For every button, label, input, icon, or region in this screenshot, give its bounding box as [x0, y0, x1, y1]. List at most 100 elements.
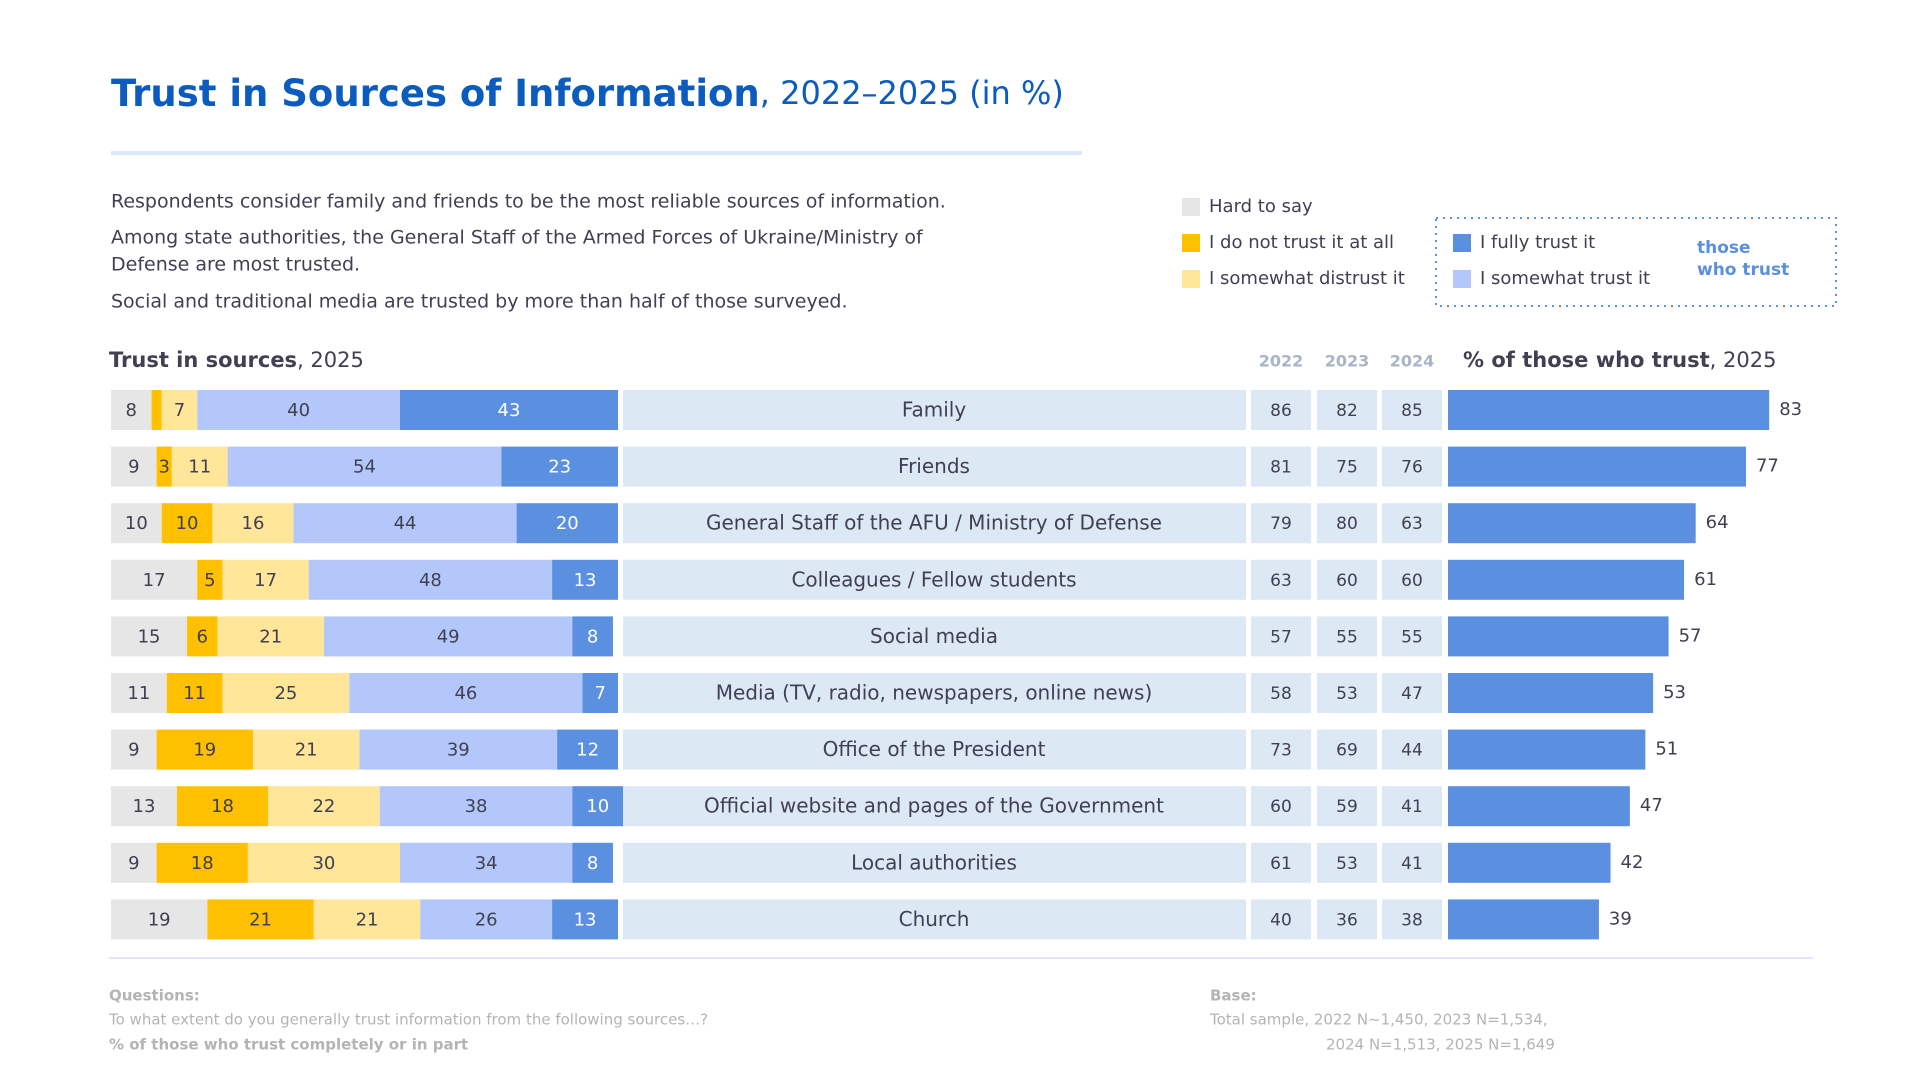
year-value: 63	[1270, 571, 1292, 591]
bar-segment	[161, 390, 198, 430]
data-label: 13	[133, 796, 156, 817]
category-band	[623, 899, 1246, 940]
bar-segment	[111, 786, 177, 827]
year-cell	[1317, 390, 1377, 430]
year-value: 59	[1336, 797, 1358, 817]
bar-segment	[217, 616, 324, 657]
bar-segment	[552, 899, 618, 940]
category-label: Local authorities	[851, 850, 1017, 874]
data-label: 11	[183, 683, 206, 704]
trust-bar	[1448, 673, 1654, 713]
year-value: 44	[1401, 741, 1423, 761]
bar-segment	[501, 446, 618, 487]
category-label: Media (TV, radio, newspapers, online new…	[716, 681, 1153, 705]
data-label: 44	[394, 513, 417, 534]
bar-segment	[572, 786, 624, 827]
data-label: 3	[159, 457, 170, 478]
year-value: 40	[1270, 910, 1292, 930]
year-value: 41	[1401, 797, 1423, 817]
year-cell	[1317, 503, 1377, 544]
year-value: 38	[1401, 910, 1423, 930]
data-label: 54	[353, 457, 376, 478]
right-header-main: % of those who trust	[1463, 348, 1710, 372]
data-label: 30	[312, 853, 335, 874]
year-cell	[1317, 673, 1377, 713]
year-cell	[1317, 729, 1377, 770]
bar-segment	[420, 899, 553, 940]
year-cell	[1251, 786, 1311, 827]
bar-segment	[212, 503, 294, 544]
data-label: 23	[548, 457, 571, 478]
bar-segment	[293, 503, 517, 544]
trust-bar	[1448, 729, 1646, 770]
data-label: 17	[143, 570, 166, 591]
bar-segment	[572, 616, 613, 657]
bar-segment	[552, 559, 618, 600]
bar-segment	[161, 503, 213, 544]
data-label: 12	[576, 740, 599, 761]
bar-segment	[111, 616, 188, 657]
data-label: 18	[211, 796, 234, 817]
year-value: 53	[1336, 854, 1358, 874]
bar-segment	[572, 842, 613, 883]
trust-bar	[1448, 390, 1770, 430]
category-band	[623, 786, 1246, 827]
bar-segment	[156, 842, 248, 883]
year-value: 57	[1270, 627, 1292, 647]
data-label: 8	[587, 853, 598, 874]
category-label: General Staff of the AFU / Ministry of D…	[706, 511, 1162, 535]
year-value: 85	[1401, 401, 1423, 421]
year-cell	[1251, 673, 1311, 713]
data-label: 15	[138, 626, 161, 647]
year-value: 55	[1336, 627, 1358, 647]
trust-bar	[1448, 842, 1611, 883]
category-label: Family	[902, 398, 967, 422]
bar-segment	[151, 390, 162, 430]
data-label: 6	[197, 626, 208, 647]
category-label: Office of the President	[823, 737, 1046, 761]
data-label: 40	[287, 400, 310, 421]
footer-question: To what extent do you generally trust in…	[108, 1011, 708, 1029]
footer-label: Questions:	[109, 987, 200, 1005]
data-label: 34	[475, 853, 498, 874]
data-label: 13	[574, 909, 597, 930]
left-header-main: Trust in sources	[109, 348, 297, 372]
page-title: Trust in Sources of Information, 2022–20…	[111, 72, 1064, 115]
data-label: 21	[259, 626, 282, 647]
legend-swatch	[1182, 234, 1200, 252]
year-value: 60	[1270, 797, 1292, 817]
data-label: 11	[188, 457, 211, 478]
trust-legend-box	[1435, 217, 1837, 307]
data-label: 46	[454, 683, 477, 704]
bar-segment	[399, 842, 573, 883]
legend-swatch	[1182, 198, 1200, 216]
trust-bar	[1448, 559, 1685, 600]
left-header: Trust in sources, 2025	[109, 348, 364, 372]
bar-segment	[197, 390, 400, 430]
trust-bar	[1448, 446, 1746, 487]
year-cell	[1317, 842, 1377, 883]
year-value: 80	[1336, 514, 1358, 534]
right-header: % of those who trust, 2025	[1463, 348, 1776, 372]
category-label: Social media	[870, 624, 998, 648]
year-cell	[1382, 786, 1442, 827]
bar-segment	[222, 559, 309, 600]
bar-segment	[111, 899, 208, 940]
year-value: 82	[1336, 401, 1358, 421]
bar-segment	[399, 390, 618, 430]
category-band	[623, 729, 1246, 770]
year-cell	[1251, 390, 1311, 430]
year-cell	[1251, 616, 1311, 657]
year-cell	[1251, 446, 1311, 487]
year-cell	[1251, 842, 1311, 883]
year-cell	[1251, 899, 1311, 940]
left-header-suffix: , 2025	[297, 348, 364, 372]
data-label: 13	[574, 570, 597, 591]
bar-segment	[323, 616, 573, 657]
intro-text: Among state authorities, the General Sta…	[111, 227, 924, 249]
trust-label: 83	[1779, 399, 1802, 420]
footer-label: Base:	[1210, 987, 1257, 1005]
bar-segment	[557, 729, 618, 770]
year-value: 47	[1401, 684, 1423, 704]
year-cell	[1382, 559, 1442, 600]
